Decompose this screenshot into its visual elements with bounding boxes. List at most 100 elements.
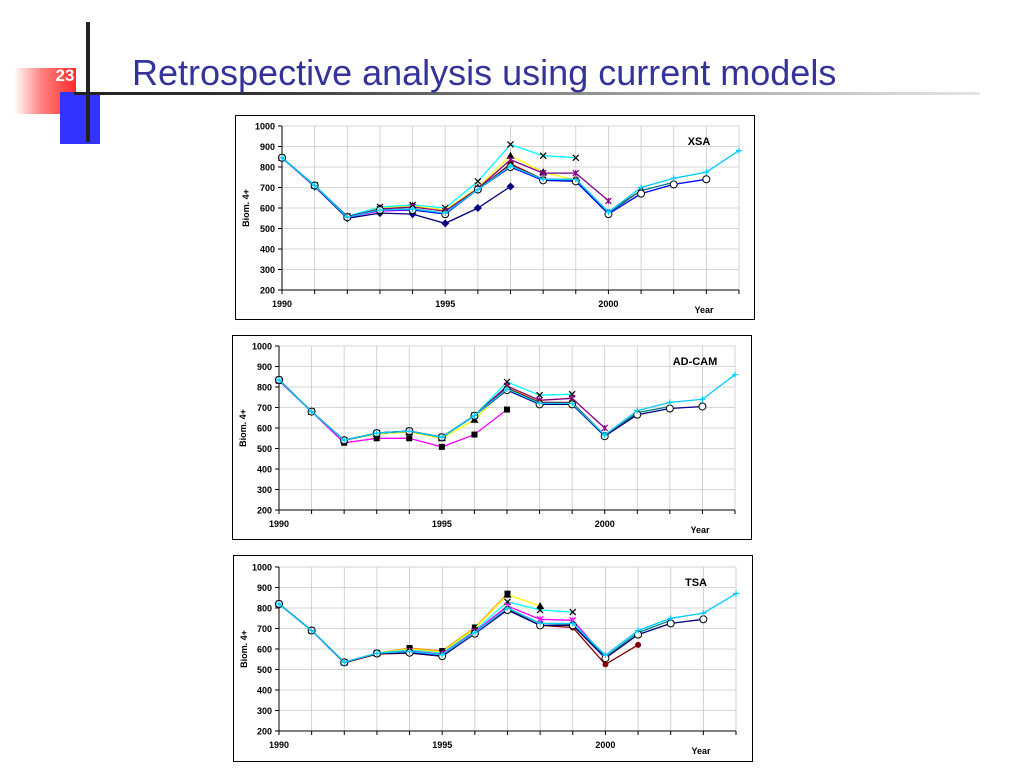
chart-xsa: 200 300 400 500 600 700 800 900 1000 1990 1995 2000… [235,115,755,320]
data-point [341,659,348,666]
x-tick-label: 2000 [598,299,618,309]
data-point [441,219,450,228]
data-point [637,189,646,198]
data-point [439,651,446,658]
y-tick-label: 300 [257,706,272,716]
data-point [344,214,351,221]
chart-ad-cam-svg: 200 300 400 500 600 700 800 900 1000 1990 1995 2000… [238,342,738,535]
data-point [601,432,608,439]
y-tick-label: 200 [260,286,275,296]
x-tick-label: 2000 [595,519,615,529]
y-tick-label: 500 [257,444,272,454]
data-point [732,371,738,378]
data-point [635,627,642,634]
data-point [507,141,514,148]
series-7 [276,371,738,444]
chart-tsa: 200 300 400 500 600 700 800 900 1000 1990 1995 2000… [233,555,753,762]
x-tick-label: 1990 [269,740,289,750]
x-tick-label: 1995 [435,299,455,309]
y-tick-label: 900 [257,362,272,372]
data-point [471,629,478,636]
y-tick-label: 600 [260,204,275,214]
x-tick-label: 2000 [595,740,615,750]
data-point [536,391,543,399]
data-point [373,650,380,657]
y-tick-label: 400 [260,245,275,255]
y-axis-label: Biom. 4+ [239,630,249,668]
data-point [569,620,576,627]
series-line [281,143,576,217]
y-tick-label: 500 [257,665,272,675]
data-point [376,207,383,214]
x-tick-label: 1990 [272,299,292,309]
data-point [736,147,742,154]
data-point [666,399,673,406]
data-point [471,431,478,438]
chart-ad-cam: 200 300 400 500 600 700 800 900 1000 1990 1995 2000… [232,335,752,540]
data-point [311,182,318,189]
data-point [536,400,543,407]
y-tick-label: 1000 [252,563,272,573]
data-point [506,151,515,159]
data-point [635,641,642,648]
y-axis-label: Biom. 4+ [238,409,248,447]
data-point [605,209,612,216]
slide-title: Retrospective analysis using current mod… [132,52,837,93]
data-point [279,154,285,161]
chart-xsa-svg: 200 300 400 500 600 700 800 900 1000 1990 1995 2000… [241,122,742,315]
decor-blue-block [60,92,100,144]
data-point [539,152,547,160]
data-point [699,615,708,624]
data-point [540,176,547,183]
data-point [698,402,707,411]
series-8 [279,147,742,221]
data-point [471,412,478,419]
data-point [572,176,579,183]
data-point [733,590,739,597]
chart-title: TSA [685,577,707,589]
data-point [276,376,282,383]
data-point [602,661,609,668]
data-point [504,406,510,413]
data-point [438,443,445,450]
y-tick-label: 300 [260,265,275,275]
data-point [504,386,510,393]
x-tick-label: 1990 [269,519,289,529]
y-axis-label: Biom. 4+ [241,189,251,227]
data-point [569,400,576,407]
y-tick-label: 700 [257,624,272,634]
data-point [572,169,580,177]
decor-vertical-line [86,22,90,142]
data-point [406,648,413,655]
data-point [373,435,380,442]
data-point [605,197,612,205]
grid [281,125,740,291]
y-tick-label: 500 [260,224,275,234]
y-tick-label: 200 [257,506,272,516]
data-point [506,182,515,191]
data-point [536,606,544,614]
data-point [276,600,282,607]
decor-horizontal-line [74,92,980,95]
data-point [634,407,641,414]
data-point [699,396,706,403]
data-point [503,590,512,598]
x-axis-label: Year [690,525,710,535]
data-point [438,434,445,441]
chart-tsa-svg: 200 300 400 500 600 700 800 900 1000 1990 1995 2000… [239,563,739,756]
series-line [278,379,573,442]
data-point [667,615,674,622]
data-point [669,180,678,189]
y-tick-label: 900 [257,583,272,593]
x-tick-label: 1995 [432,519,452,529]
data-point [537,620,544,627]
y-tick-label: 1000 [252,342,272,352]
data-point [474,177,482,185]
chart-title: AD-CAM [673,356,718,368]
y-tick-label: 600 [257,424,272,434]
data-point [703,169,710,176]
y-tick-label: 900 [260,142,275,152]
x-axis-label: Year [691,746,711,756]
y-tick-label: 400 [257,686,272,696]
data-point [638,184,645,191]
